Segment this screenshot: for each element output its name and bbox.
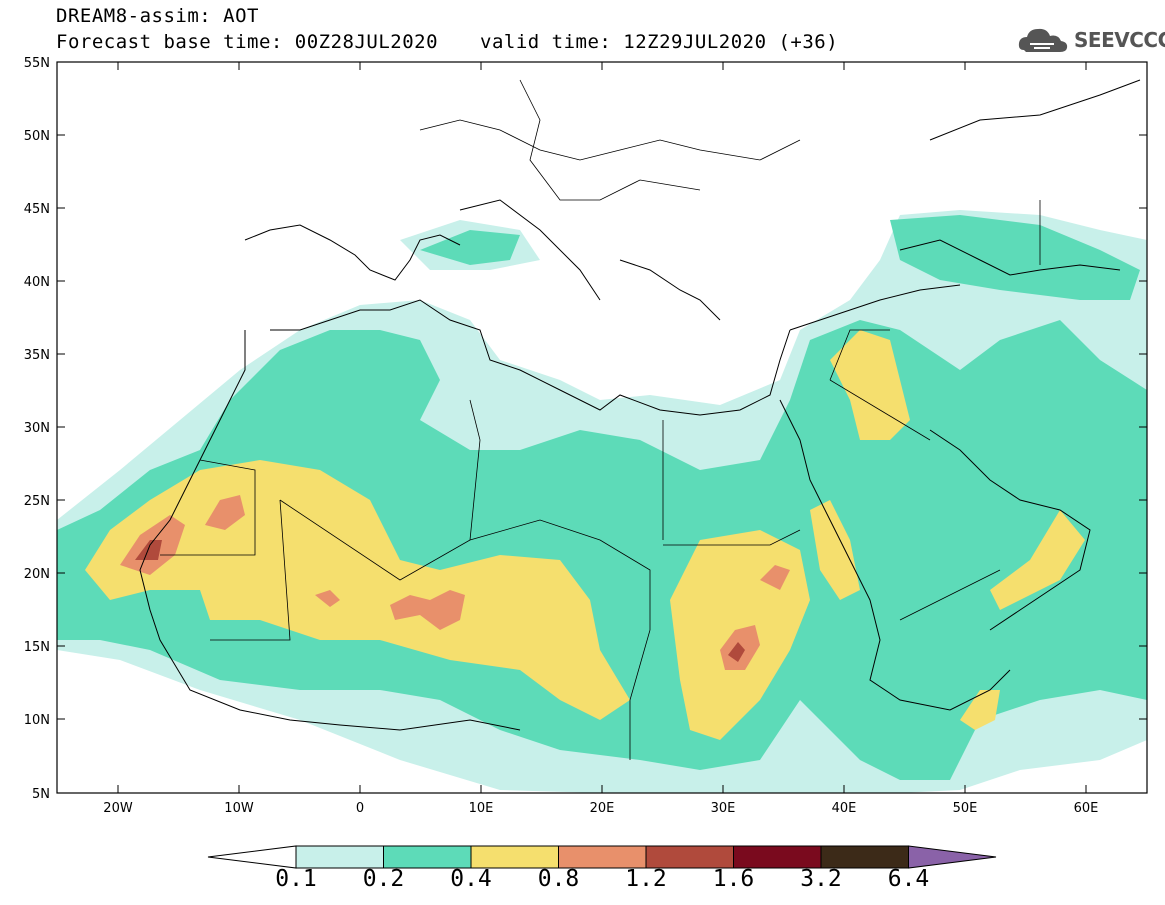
colorbar-label: 1.6 [712,866,755,892]
colorbar-label: 0.1 [275,866,317,892]
colorbar-segment [558,845,647,869]
lon-label: 60E [1074,801,1099,816]
colorbar-segment [383,845,472,869]
colorbar-label: 6.4 [887,866,930,892]
cloud-icon [1018,28,1068,52]
lat-ticks [57,61,1147,720]
lat-labels: 55N 50N 45N 40N 35N 30N 25N 20N 15N 10N … [24,56,50,802]
aot-contours [57,210,1147,793]
colorbar-label: 0.2 [362,866,405,892]
lat-label: 20N [24,567,50,582]
lat-label: 45N [24,202,50,217]
lat-label: 30N [24,421,50,436]
country-borders [160,79,1041,760]
colorbar-low-arrow [207,845,297,869]
seevccc-logo: SEEVCCC [1016,22,1165,56]
colorbar [207,845,997,869]
colorbar-segment [733,845,822,869]
lon-ticks [117,62,1087,793]
aot-band-0.4-somalia [960,690,1000,730]
aot-band-0.4-oman [990,510,1085,610]
aot-band-0.8-f [760,565,790,590]
aot-band-0.8-c [390,590,465,630]
lat-label: 50N [24,129,50,144]
lat-label: 40N [24,275,50,290]
map-title: DREAM8-assim: AOT [56,5,259,27]
lon-label: 30E [711,801,736,816]
valid-time: valid time: 12Z29JUL2020 (+36) [480,31,839,53]
aot-band-0.4-redsea [810,500,860,600]
aot-band-0.4-iraq [830,330,910,440]
colorbar-label: 0.4 [450,866,492,892]
aot-band-0.8-b [205,495,245,530]
lat-label: 15N [24,640,50,655]
plot-frame [56,61,1148,794]
forecast-base-time: Forecast base time: 00Z28JUL2020 [56,31,439,53]
colorbar-label: 1.2 [625,866,667,892]
lat-label: 10N [24,713,50,728]
colorbar-label: 3.2 [800,866,842,892]
lat-label: 5N [32,787,50,802]
colorbar-segment [645,845,734,869]
lat-label: 25N [24,494,50,509]
coastlines [139,79,1141,731]
colorbar-high-arrow [908,845,997,869]
colorbar-segment [820,845,909,869]
lon-label: 50E [953,801,978,816]
lon-label: 10E [469,801,494,816]
colorbar-segment [470,845,559,869]
logo-text: SEEVCCC [1074,28,1165,52]
lon-label: 10W [224,801,254,816]
colorbar-label: 0.8 [537,866,580,892]
lon-label: 40E [832,801,857,816]
colorbar-labels: 0.1 0.2 0.4 0.8 1.2 1.6 3.2 6.4 [0,866,1165,896]
aot-band-0.2-italy [420,230,520,265]
aot-band-0.8-d [315,590,340,607]
aot-band-0.2-north [890,215,1140,300]
lon-label: 20W [103,801,133,816]
lon-label: 0 [356,801,364,816]
colorbar-segment [295,845,384,869]
lon-labels: 20W 10W 0 10E 20E 30E 40E 50E 60E [103,801,1098,816]
lat-label: 55N [24,56,50,71]
aot-band-1.2-b [728,642,745,662]
lat-label: 35N [24,348,50,363]
lon-label: 20E [590,801,615,816]
